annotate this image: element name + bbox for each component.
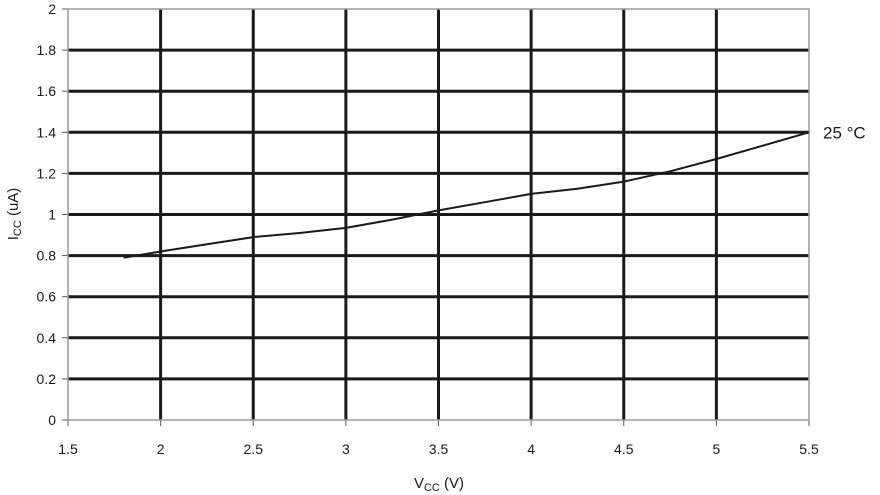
y-tick-label: 2 xyxy=(48,1,56,17)
y-tick-labels: 0 0.2 0.4 0.6 0.8 1 1.2 1.4 1.6 1.8 2 xyxy=(37,1,57,428)
y-tick-label: 0.2 xyxy=(37,371,57,387)
y-tick-label: 0.6 xyxy=(37,289,57,305)
plot-frame xyxy=(67,8,810,421)
y-tick-label: 0.8 xyxy=(37,248,57,264)
x-tick-label: 4.5 xyxy=(614,441,634,457)
y-tick-label: 1.6 xyxy=(37,83,57,99)
y-axis-label-unit: (uA) xyxy=(5,188,22,221)
y-tick-label: 1 xyxy=(48,207,56,223)
y-tick-label: 1.8 xyxy=(37,42,57,58)
x-axis-label-main: V xyxy=(414,475,424,492)
x-tick-label: 1.5 xyxy=(58,441,78,457)
x-axis-label: VCC (V) xyxy=(414,475,464,494)
x-tick-label: 2.5 xyxy=(244,441,264,457)
y-tick-label: 1.4 xyxy=(37,124,57,140)
x-tick-label: 2 xyxy=(157,441,165,457)
x-tick-labels: 1.5 2 2.5 3 3.5 4 4.5 5 5.5 xyxy=(58,441,819,457)
x-tick-label: 4 xyxy=(527,441,535,457)
x-tick-label: 5 xyxy=(712,441,720,457)
grid xyxy=(62,8,810,426)
x-tick-label: 3 xyxy=(342,441,350,457)
series-layer: 25 °C xyxy=(123,123,866,259)
x-tick-label: 3.5 xyxy=(429,441,449,457)
y-tick-label: 0.4 xyxy=(37,330,57,346)
x-axis-label-sub: CC xyxy=(424,482,440,494)
y-tick-label: 0 xyxy=(48,412,56,428)
series-label: 25 °C xyxy=(823,123,866,142)
y-axis-label-main: I xyxy=(5,236,22,240)
series-line-25c xyxy=(123,131,810,259)
x-tick-label: 5.5 xyxy=(799,441,819,457)
y-axis-label-sub: CC xyxy=(12,220,24,236)
x-axis-label-unit: (V) xyxy=(440,475,464,492)
y-axis-label: ICC (uA) xyxy=(5,188,24,241)
y-tick-label: 1.2 xyxy=(37,165,57,181)
